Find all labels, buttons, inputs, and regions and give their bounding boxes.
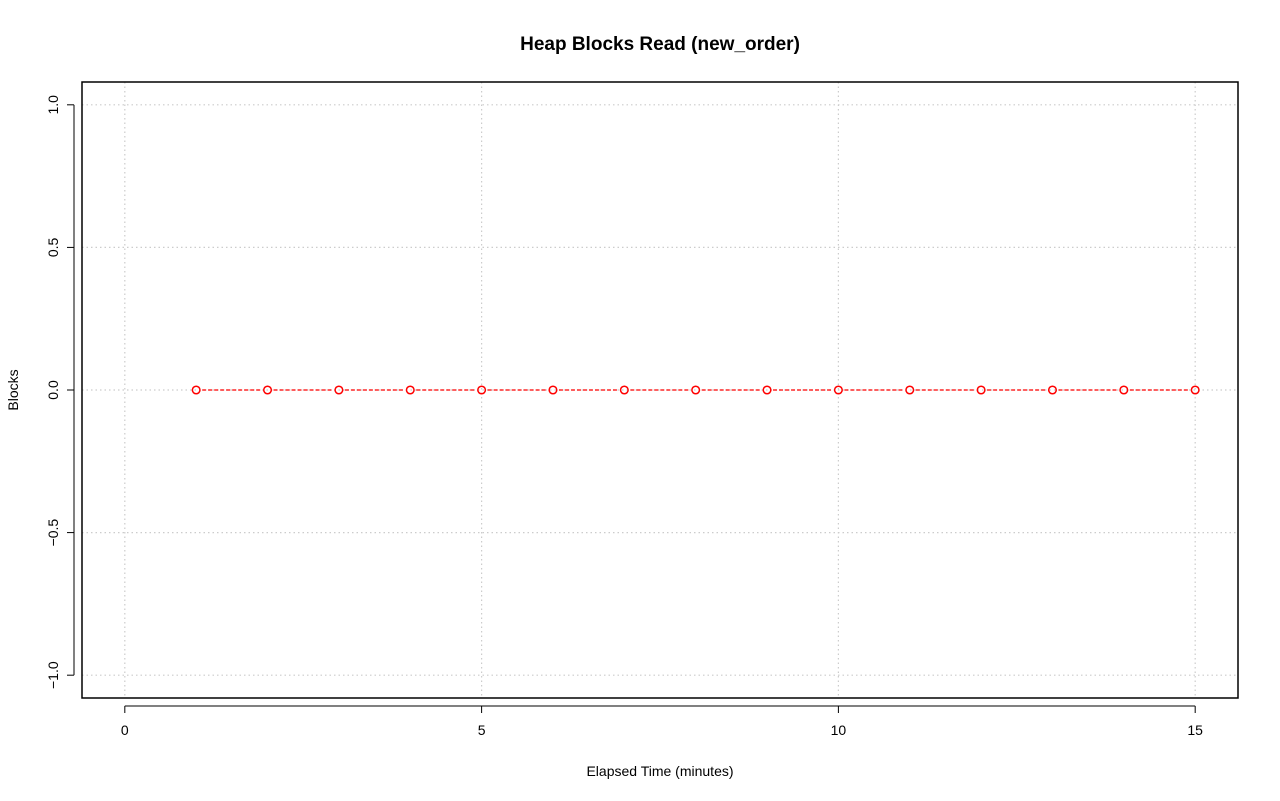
data-point: [905, 385, 915, 395]
y-tick-label: 1.0: [45, 95, 61, 115]
data-point: [833, 385, 843, 395]
data-point: [548, 385, 558, 395]
data-point: [334, 385, 344, 395]
data-point: [477, 385, 487, 395]
y-tick-label: −1.0: [45, 661, 61, 689]
x-tick-label: 10: [831, 722, 847, 738]
y-axis-label: Blocks: [5, 369, 21, 410]
series-layer: [191, 385, 1200, 395]
data-point: [976, 385, 986, 395]
y-tick-label: −0.5: [45, 519, 61, 547]
data-point: [1190, 385, 1200, 395]
x-axis-label: Elapsed Time (minutes): [586, 763, 733, 779]
data-point: [1119, 385, 1129, 395]
x-tick-label: 15: [1187, 722, 1203, 738]
plot-frame: [81, 81, 1239, 699]
data-point: [262, 385, 273, 395]
data-point: [691, 385, 701, 395]
x-tick-label: 5: [478, 722, 486, 738]
data-point: [1047, 385, 1058, 395]
data-point: [405, 385, 415, 395]
y-tick-label: 0.0: [45, 380, 61, 400]
data-point: [762, 385, 772, 395]
axes: 0 5 10 15 −1.0 −0.5 0.0 0.5 1.0: [45, 95, 1203, 738]
y-tick-label: 0.5: [45, 237, 61, 257]
data-point: [191, 385, 201, 395]
grid: [82, 82, 1238, 698]
data-point: [619, 385, 629, 395]
chart-title: Heap Blocks Read (new_order): [520, 34, 800, 55]
x-tick-label: 0: [121, 722, 129, 738]
